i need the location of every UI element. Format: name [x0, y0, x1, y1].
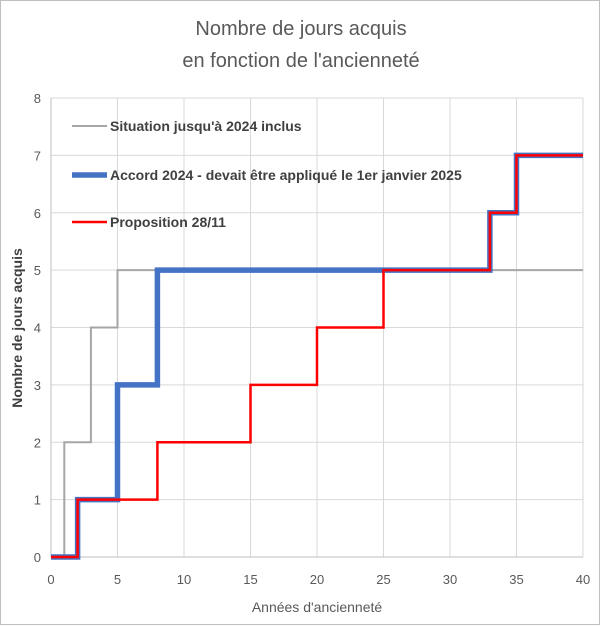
legend-label-2: Proposition 28/11 [110, 214, 226, 230]
y-tick-label-5: 5 [34, 263, 41, 278]
y-tick-label-2: 2 [34, 435, 41, 450]
chart-title-line-1: Nombre de jours acquis [195, 18, 407, 40]
series-line-2 [51, 154, 583, 559]
y-tick-label-7: 7 [34, 148, 41, 163]
axes [50, 98, 583, 558]
y-tick-label-6: 6 [34, 206, 41, 221]
x-tick-label-5: 25 [376, 572, 390, 587]
chart-title-line-2: en fonction de l'ancienneté [182, 50, 420, 72]
x-tick-label-3: 15 [243, 572, 257, 587]
legend-label-0: Situation jusqu'à 2024 inclus [110, 118, 302, 134]
y-tick-label-0: 0 [34, 550, 41, 565]
y-tick-label-3: 3 [34, 378, 41, 393]
legend: Situation jusqu'à 2024 inclus Accord 2024… [72, 118, 462, 230]
tick-labels: 0 1 2 3 4 5 6 7 8 0 5 10 15 20 25 30 35 40 [34, 91, 590, 587]
y-axis-label: Nombre de jours acquis [9, 248, 25, 408]
x-tick-label-2: 10 [177, 572, 191, 587]
x-tick-label-6: 30 [443, 572, 457, 587]
y-tick-label-1: 1 [34, 493, 41, 508]
x-tick-label-1: 5 [114, 572, 121, 587]
x-tick-label-0: 0 [47, 572, 54, 587]
x-tick-label-8: 40 [576, 572, 590, 587]
series-lines [51, 152, 583, 560]
x-tick-label-4: 20 [310, 572, 324, 587]
series-line-0 [51, 269, 583, 558]
y-tick-label-8: 8 [34, 91, 41, 106]
x-tick-label-7: 35 [509, 572, 523, 587]
y-tick-label-4: 4 [34, 321, 41, 336]
x-axis-label: Années d'ancienneté [252, 599, 383, 615]
legend-label-1: Accord 2024 - devait être appliqué le 1e… [110, 167, 462, 183]
